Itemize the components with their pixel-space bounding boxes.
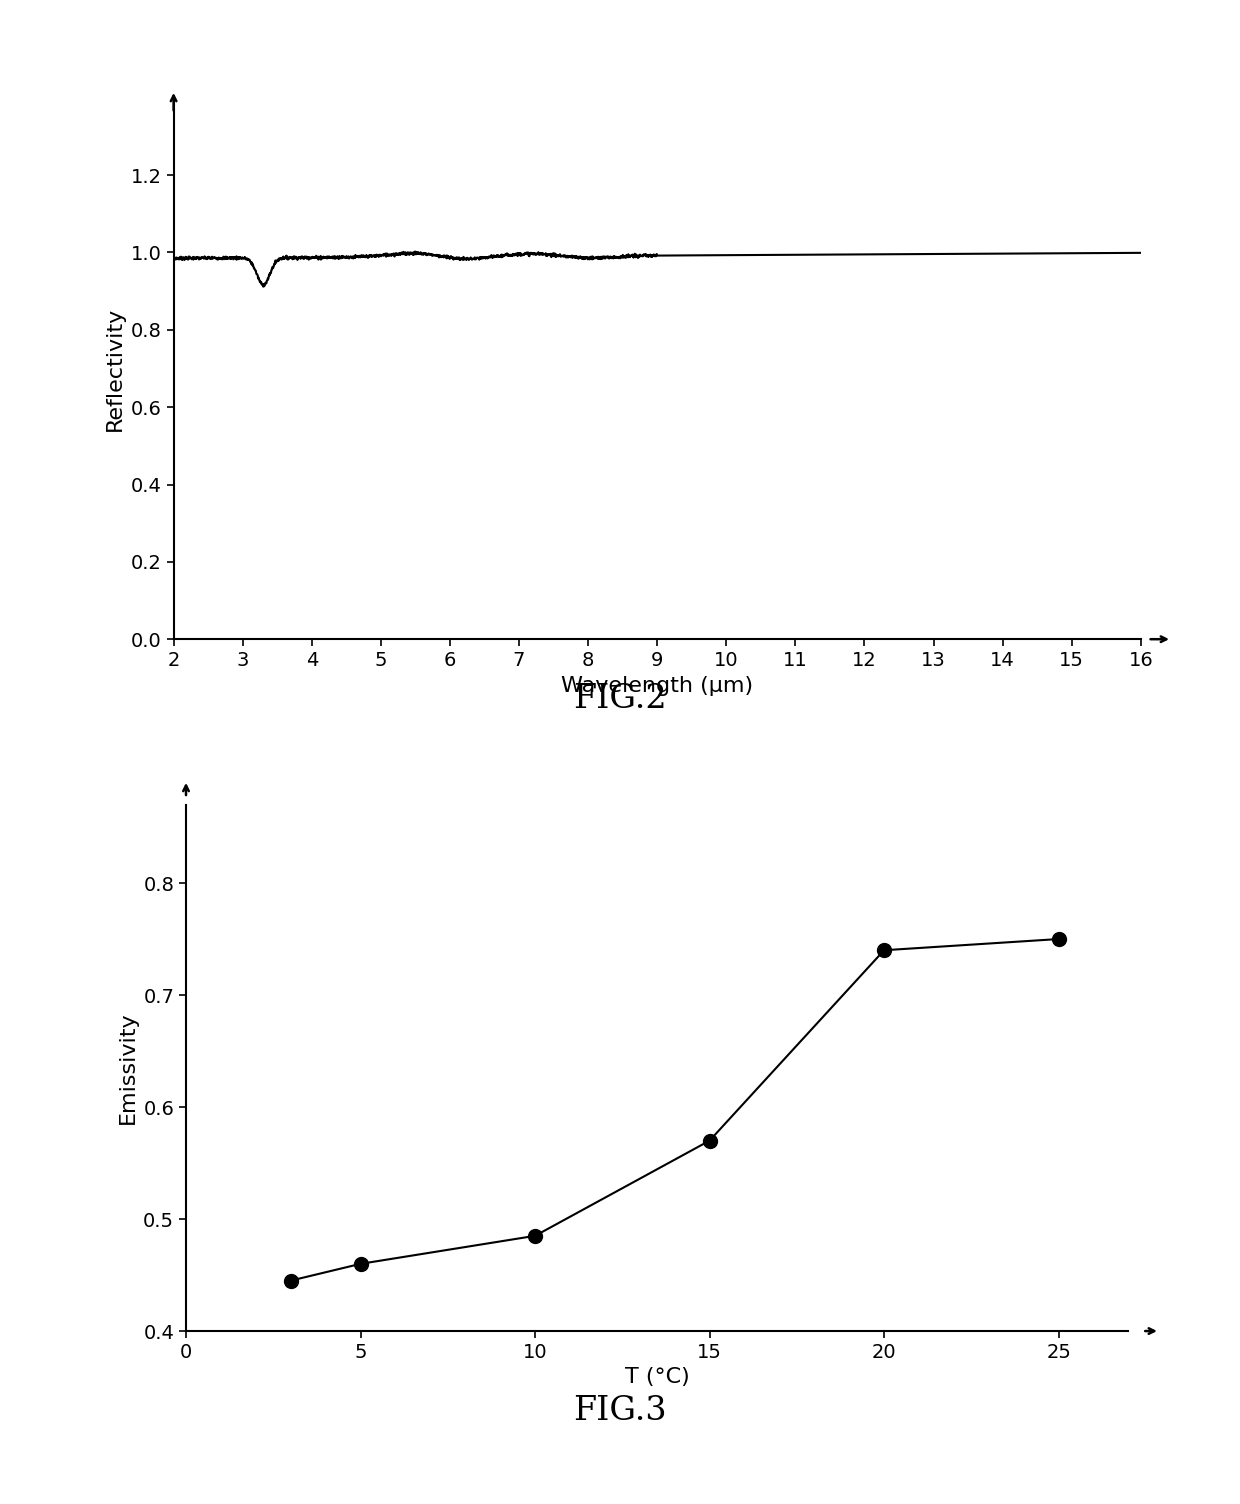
Y-axis label: Emissivity: Emissivity [118,1012,138,1123]
X-axis label: T (°C): T (°C) [625,1367,689,1387]
Text: FIG.2: FIG.2 [573,683,667,716]
Text: FIG.3: FIG.3 [573,1394,667,1427]
X-axis label: Wavelength (μm): Wavelength (μm) [562,675,753,695]
Y-axis label: Reflectivity: Reflectivity [105,307,125,430]
